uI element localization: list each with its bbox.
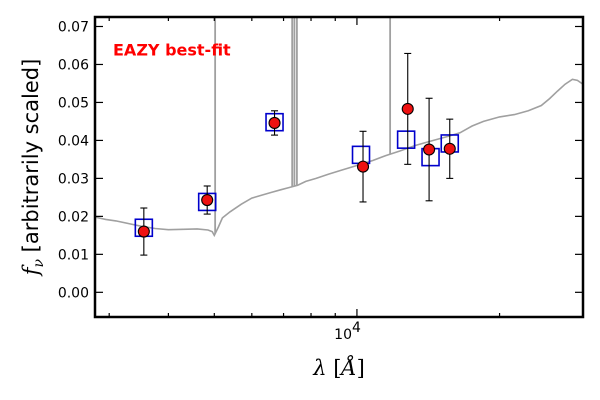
y-tick-label: 0.06 xyxy=(58,57,89,73)
observed-point-6 xyxy=(443,118,456,179)
observed-point-5 xyxy=(423,97,436,202)
observed-point-0 xyxy=(137,207,150,256)
observed-point-1 xyxy=(201,185,214,215)
observed-flux-marker xyxy=(401,102,414,115)
y-tick-label: 0.04 xyxy=(58,133,89,149)
data-markers xyxy=(134,52,460,256)
axis-ticks: 0.00 0.01 0.02 0.03 0.04 0.05 0.06 0.07 xyxy=(58,17,583,317)
y-tick-label: 0.07 xyxy=(58,19,89,35)
observed-flux-marker xyxy=(356,160,370,173)
plot-frame xyxy=(93,15,585,319)
observed-flux-marker xyxy=(443,142,456,155)
y-tick-label: 0.02 xyxy=(58,209,89,225)
y-tick-label: 0.05 xyxy=(58,95,89,111)
x-axis-label: λ [Å] xyxy=(312,355,365,380)
y-axis-label: fν [arbitrarily scaled] xyxy=(19,59,47,278)
fit-annotation: EAZY best-fit xyxy=(113,41,231,60)
template-spectrum xyxy=(95,78,583,238)
observed-flux-marker xyxy=(268,116,281,129)
observed-flux-marker xyxy=(423,143,436,156)
model-flux-marker-3 xyxy=(351,145,371,165)
observed-flux-marker xyxy=(137,225,150,238)
observed-point-2 xyxy=(268,110,281,136)
x-tick-label-1e4: 10 xyxy=(334,327,352,343)
observed-point-4 xyxy=(401,52,414,165)
y-tick-label: 0.00 xyxy=(58,285,89,301)
observed-flux-marker xyxy=(201,193,214,207)
y-tick-label: 0.03 xyxy=(58,171,89,187)
y-tick-label: 0.01 xyxy=(58,247,89,263)
model-flux-marker-4 xyxy=(396,130,416,149)
x-tick-label-exponent: 4 xyxy=(352,320,361,336)
observed-point-3 xyxy=(356,130,370,203)
